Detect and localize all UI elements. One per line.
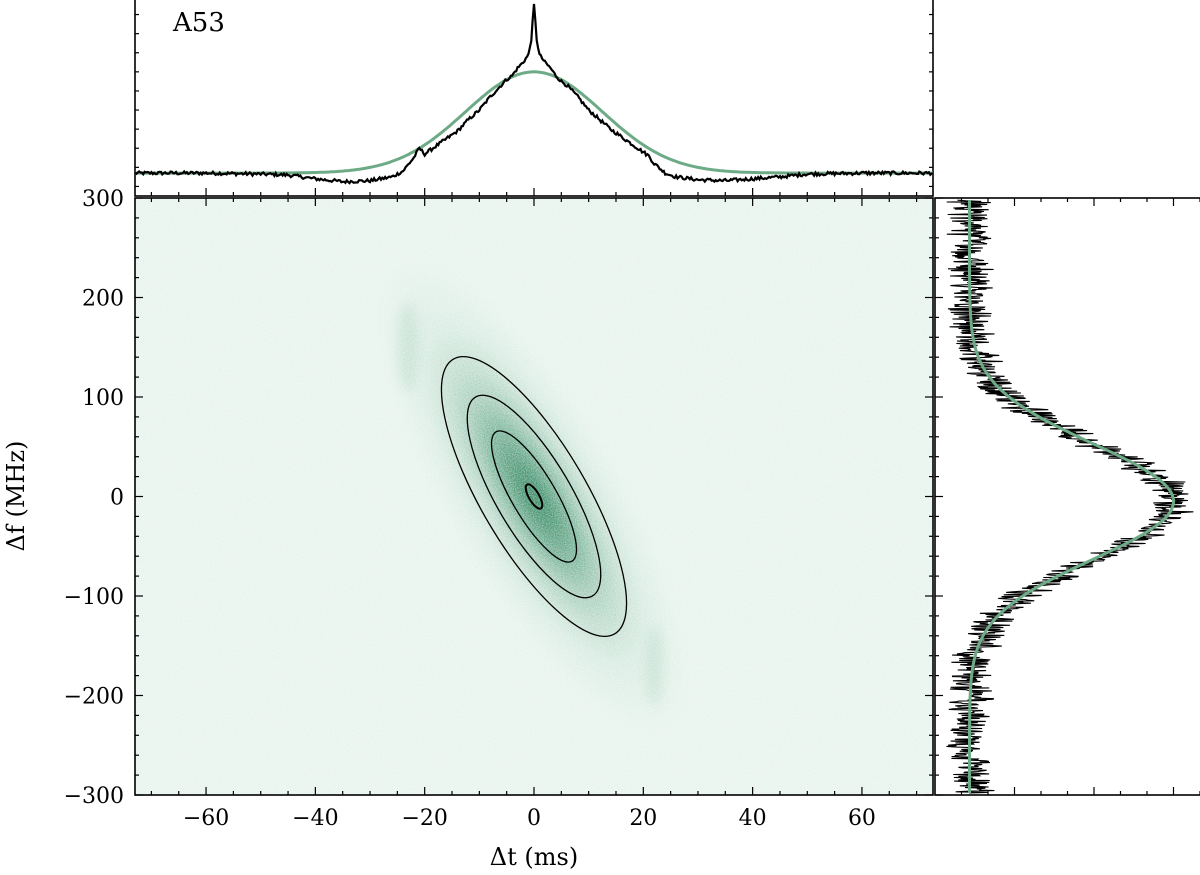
right-panel-ticks <box>935 197 1200 796</box>
top-data-curve <box>135 3 933 185</box>
main-panel-ticks <box>135 197 933 796</box>
x-tick-label: 0 <box>527 806 541 831</box>
contour-set <box>440 355 628 638</box>
x-tick-label: 60 <box>848 806 876 831</box>
contour-ellipse <box>524 483 544 510</box>
right-panel <box>934 197 1200 796</box>
contour-ellipse <box>466 394 602 599</box>
top-fit-curve <box>135 70 933 175</box>
y-tick-label: 100 <box>82 386 124 411</box>
y-tick-label: −200 <box>64 685 124 710</box>
y-tick-label: 200 <box>82 287 124 312</box>
top-panel-ticks <box>135 13 933 196</box>
y-tick-labels: −300 −200 −100 0 100 200 300 <box>64 187 124 809</box>
main-panel: −60 −40 −20 0 20 40 60 −300−200−1000100200300 … <box>2 187 934 871</box>
x-tick-label: 20 <box>629 806 657 831</box>
x-tick-label: 40 <box>739 806 767 831</box>
contour-ellipse <box>440 355 628 638</box>
right-fit-curve <box>968 200 1175 793</box>
top-panel: A53 <box>134 0 934 197</box>
x-tick-labels: −60 −40 −20 0 20 40 60 <box>183 806 876 831</box>
contour-ellipse <box>490 430 578 563</box>
top-panel-frame <box>134 0 934 197</box>
y-tick-label: −100 <box>64 585 124 610</box>
heatmap-speckle <box>135 198 933 795</box>
x-axis-label: Δt (ms) <box>490 843 578 871</box>
x-tick-label: −20 <box>401 806 447 831</box>
y-tick-label: 0 <box>110 486 124 511</box>
x-tick-label: −60 <box>183 806 229 831</box>
x-tick-label: −40 <box>292 806 338 831</box>
y-tick-label: 300 <box>82 187 124 212</box>
right-data-curve <box>946 199 1194 794</box>
y-axis-label: Δf (MHz) <box>2 441 30 552</box>
panel-label: A53 <box>172 8 225 38</box>
y-tick-label: −300 <box>64 784 124 809</box>
